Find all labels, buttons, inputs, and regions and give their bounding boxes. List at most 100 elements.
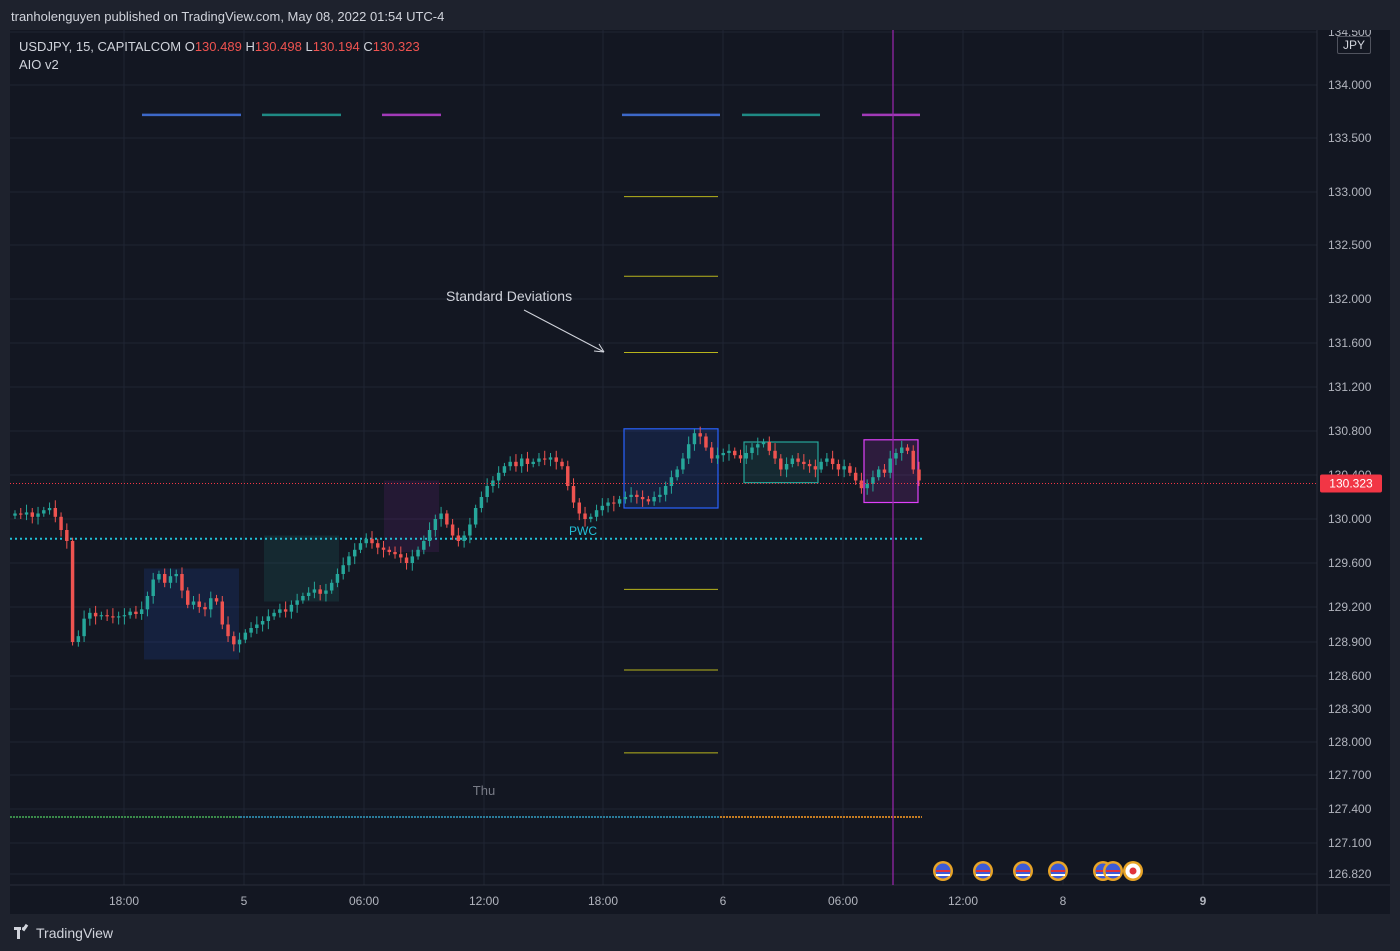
candle-body	[335, 574, 340, 583]
candle-body	[13, 513, 17, 516]
candle-body	[485, 486, 489, 497]
session-box	[623, 428, 719, 509]
candle-body	[180, 574, 184, 591]
candle-body	[145, 596, 150, 610]
candle-body	[715, 455, 720, 459]
tradingview-logo[interactable]: TradingView	[14, 923, 113, 941]
candle-body	[589, 516, 593, 519]
close-label: C	[363, 39, 373, 54]
candle-body	[514, 461, 518, 467]
economic-event-flag-stripe	[1106, 870, 1120, 872]
candle-body	[162, 574, 167, 583]
candle-body	[301, 596, 305, 601]
session-box	[144, 568, 239, 660]
candle-body	[675, 469, 679, 478]
economic-event-flag-stripe	[1016, 870, 1030, 872]
candle-body	[42, 510, 46, 514]
x-tick-label: 18:00	[109, 894, 139, 908]
chart-legend: USDJPY, 15, CAPITALCOM O130.489 H130.498…	[19, 38, 420, 74]
candle-body	[807, 464, 812, 467]
candle-body	[508, 461, 512, 467]
candle-body	[439, 513, 443, 519]
annotation-text: Standard Deviations	[446, 288, 572, 304]
currency-badge[interactable]: JPY	[1337, 36, 1371, 54]
candle-body	[410, 556, 415, 563]
candle-body	[462, 535, 466, 541]
indicator-label[interactable]: AIO v2	[19, 57, 59, 72]
candle-body	[853, 472, 858, 481]
candle-body	[19, 513, 23, 515]
y-tick-label: 133.500	[1328, 131, 1372, 145]
candle-body	[30, 512, 35, 517]
candle-body	[134, 611, 138, 614]
publisher-line: tranholenguyen published on TradingView.…	[11, 9, 445, 24]
candle-body	[652, 497, 656, 502]
candle-body	[865, 483, 869, 489]
y-tick-label: 128.600	[1328, 669, 1372, 683]
y-tick-label: 129.600	[1328, 556, 1372, 570]
day-label: Thu	[473, 783, 495, 798]
candle-body	[669, 477, 674, 486]
session-box	[264, 535, 339, 602]
candle-body	[393, 552, 397, 555]
candle-body	[842, 466, 846, 470]
candle-body	[116, 616, 121, 618]
candle-body	[911, 450, 915, 470]
open-label: O	[184, 39, 195, 54]
symbol-label[interactable]: USDJPY, 15, CAPITALCOM	[19, 39, 182, 54]
candle-body	[53, 508, 58, 517]
candle-body	[594, 510, 599, 517]
candle-body	[721, 453, 725, 456]
footer-bar: TradingView	[0, 914, 1400, 951]
y-tick-label: 128.900	[1328, 635, 1372, 649]
candle-body	[502, 466, 507, 473]
candle-body	[427, 530, 432, 541]
candle-body	[278, 609, 282, 613]
candle-body	[128, 611, 132, 616]
economic-event-flag-stripe	[1051, 870, 1065, 872]
candle-body	[761, 442, 766, 445]
session-box	[384, 480, 439, 552]
candle-body	[99, 615, 104, 617]
candle-body	[894, 453, 898, 459]
candle-body	[813, 466, 818, 470]
candlestick-chart[interactable]: 134.500 134.000 133.500 133.000 132.500 132.0…	[10, 30, 1390, 914]
y-tick-label: 127.100	[1328, 836, 1372, 850]
chart-pane[interactable]: 134.500 134.000 133.500 133.000 132.500 132.0…	[10, 30, 1390, 914]
candle-body	[209, 598, 213, 610]
candle-body	[88, 612, 92, 619]
candle-body	[709, 447, 714, 459]
candle-body	[882, 469, 887, 473]
candle-body	[370, 538, 374, 544]
chart-background	[10, 30, 1390, 914]
candle-body	[566, 466, 570, 486]
candle-body	[750, 447, 754, 453]
candle-body	[773, 450, 777, 459]
candle-body	[168, 576, 173, 583]
y-tick-label: 132.000	[1328, 292, 1372, 306]
candle-body	[629, 494, 633, 497]
low-label: L	[305, 39, 313, 54]
economic-event-flag-stripe	[976, 870, 990, 872]
candle-body	[640, 497, 645, 500]
candle-body	[571, 486, 576, 503]
candle-body	[329, 582, 334, 591]
y-tick-label: 130.800	[1328, 424, 1372, 438]
candle-body	[82, 618, 86, 637]
candle-body	[266, 616, 271, 621]
candle-body	[779, 458, 783, 470]
candle-body	[381, 547, 386, 550]
candle-body	[698, 433, 702, 437]
candle-body	[491, 480, 495, 486]
candle-body	[249, 628, 253, 633]
economic-event-flag-stripe	[976, 874, 990, 876]
candle-body	[376, 543, 380, 548]
y-tick-label: 130.000	[1328, 512, 1372, 526]
candle-body	[888, 458, 892, 473]
y-tick-label: 134.500	[1328, 30, 1372, 39]
candle-body	[318, 589, 322, 594]
candle-body	[36, 513, 40, 517]
candle-body	[548, 457, 553, 460]
candle-body	[496, 472, 501, 481]
candle-body	[917, 469, 921, 481]
